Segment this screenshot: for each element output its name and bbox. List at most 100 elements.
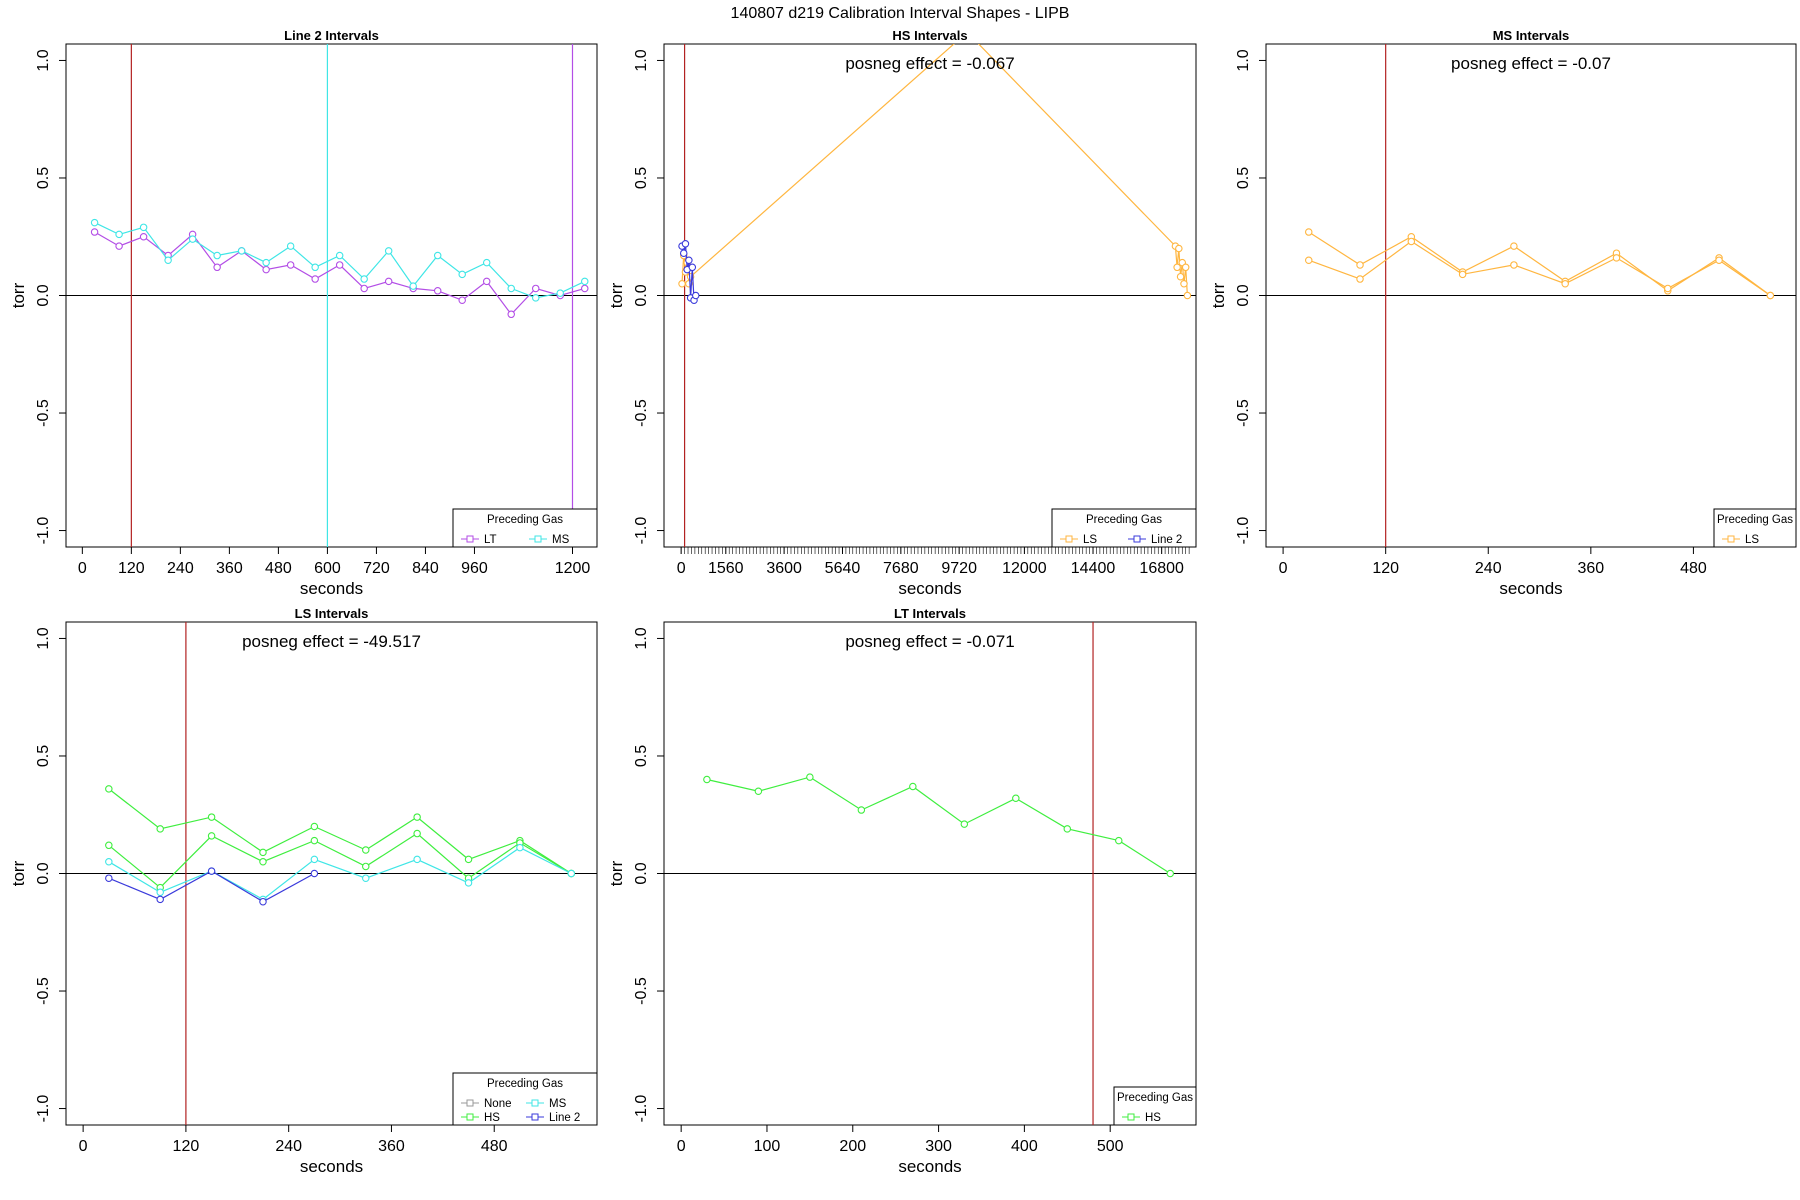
- data-point: [1356, 275, 1364, 283]
- x-tick-label: 1560: [708, 560, 744, 577]
- y-tick-label: -0.5: [633, 399, 650, 427]
- y-tick-label: 1.0: [35, 49, 52, 71]
- y-tick-label: 0.0: [633, 284, 650, 306]
- data-point: [286, 242, 295, 250]
- data-point: [685, 256, 693, 264]
- data-point: [362, 846, 370, 854]
- annotation: posneg effect = -0.067: [845, 54, 1014, 73]
- y-tick-label: 0.5: [633, 167, 650, 189]
- x-tick-label: 480: [265, 560, 292, 577]
- legend-swatch-marker: [534, 535, 542, 543]
- data-point: [507, 310, 515, 319]
- x-tick-label: 200: [839, 1138, 866, 1155]
- data-point: [1183, 291, 1192, 300]
- data-point: [139, 223, 148, 232]
- y-tick-label: -1.0: [35, 517, 52, 545]
- data-point: [1664, 284, 1672, 293]
- y-axis-label: torr: [9, 282, 28, 308]
- y-tick-label: 1.0: [633, 49, 650, 71]
- y-tick-label: 0.0: [35, 284, 52, 306]
- annotation: posneg effect = -49.517: [242, 632, 421, 651]
- data-point: [1173, 263, 1181, 272]
- legend-label: LS: [1083, 534, 1097, 546]
- x-tick-label: 400: [1011, 1138, 1038, 1155]
- data-point: [207, 813, 216, 821]
- data-point: [857, 806, 866, 814]
- series-line-hs: [108, 832, 572, 889]
- data-point: [691, 291, 700, 300]
- legend-box: [452, 508, 598, 548]
- data-point: [1176, 272, 1185, 281]
- x-tick-label: 9720: [941, 560, 977, 577]
- x-tick-label: 120: [118, 560, 145, 577]
- data-point: [458, 270, 466, 279]
- data-point: [482, 277, 491, 286]
- data-point: [703, 775, 711, 784]
- legend-label: MS: [549, 1098, 567, 1110]
- data-point: [1510, 261, 1518, 269]
- plot-area: [664, 622, 1196, 1125]
- data-point: [207, 832, 216, 840]
- data-point: [164, 256, 172, 264]
- y-tick-label: -1.0: [633, 517, 650, 545]
- x-tick-label: 0: [677, 560, 686, 577]
- legend-title: Preceding Gas: [1086, 514, 1162, 526]
- data-point: [311, 263, 319, 272]
- data-point: [909, 782, 917, 791]
- y-tick-label: -0.5: [35, 399, 52, 427]
- data-point: [1458, 270, 1467, 279]
- series-line-ms: [108, 846, 572, 901]
- y-axis-label: torr: [1209, 282, 1228, 308]
- data-point: [262, 265, 270, 274]
- legend-swatch-marker: [1065, 535, 1073, 543]
- data-point: [1304, 256, 1313, 264]
- data-point: [516, 843, 524, 852]
- x-tick-label: 0: [79, 1138, 88, 1155]
- series-line-hs: [706, 776, 1171, 875]
- data-point: [409, 282, 417, 290]
- data-point: [960, 820, 969, 828]
- x-tick-label: 360: [378, 1138, 405, 1155]
- data-point: [335, 251, 344, 260]
- data-point: [105, 857, 113, 866]
- data-point: [188, 235, 197, 243]
- data-point: [1012, 794, 1020, 803]
- data-point: [1115, 836, 1123, 845]
- x-tick-label: 600: [314, 560, 341, 577]
- y-tick-label: -0.5: [35, 977, 52, 1005]
- data-point: [413, 813, 421, 821]
- chart-panel-2: HS Intervals 0 1560 3600 5640 7680 9720 12000 14…: [607, 28, 1197, 598]
- plot-area: [664, 44, 1196, 547]
- x-tick-label: 12000: [1002, 560, 1047, 577]
- x-tick-label: 7680: [883, 560, 919, 577]
- data-point: [1612, 254, 1621, 262]
- chart-panel-5: LT Intervals 0 100 200 300 400 500 -1.0 -0.5 0.0 0…: [607, 606, 1197, 1176]
- y-tick-label: -1.0: [1235, 517, 1252, 545]
- data-point: [115, 230, 123, 239]
- y-axis-label: torr: [607, 282, 626, 308]
- y-tick-label: 0.0: [633, 862, 650, 884]
- legend-box: [1051, 508, 1197, 548]
- data-point: [90, 218, 99, 227]
- data-point: [1063, 825, 1072, 833]
- y-axis-label: torr: [9, 860, 28, 886]
- y-tick-label: 0.0: [1235, 284, 1252, 306]
- x-tick-label: 480: [481, 1138, 508, 1155]
- y-tick-label: 1.0: [633, 627, 650, 649]
- data-point: [259, 897, 267, 906]
- data-point: [362, 862, 370, 871]
- legend: Preceding Gas LS: [1713, 508, 1797, 548]
- data-point: [213, 251, 221, 260]
- x-tick-label: 720: [363, 560, 390, 577]
- legend-label: None: [484, 1098, 512, 1110]
- data-point: [384, 247, 393, 255]
- x-axis-label: seconds: [1499, 579, 1562, 598]
- legend-swatch-marker: [466, 1099, 474, 1107]
- x-tick-label: 840: [412, 560, 439, 577]
- data-point: [531, 294, 540, 302]
- legend-swatch-marker: [1133, 535, 1141, 543]
- data-point: [262, 258, 270, 267]
- panel-title: Line 2 Intervals: [284, 28, 379, 43]
